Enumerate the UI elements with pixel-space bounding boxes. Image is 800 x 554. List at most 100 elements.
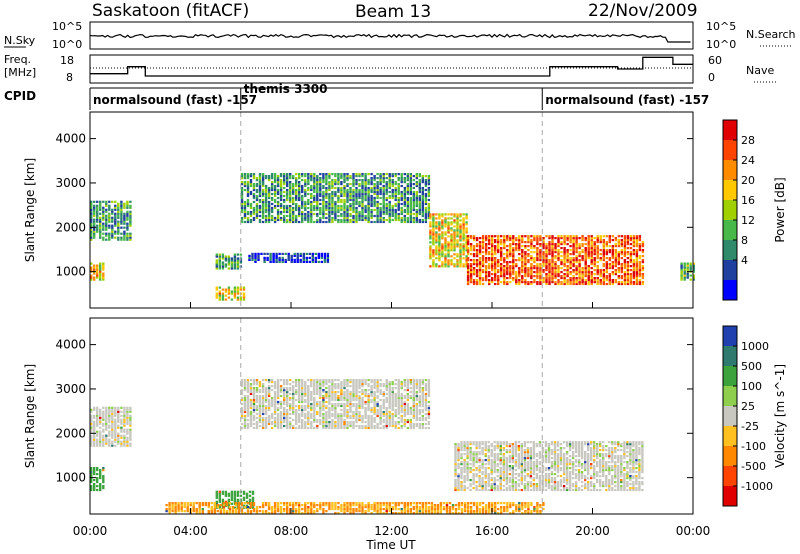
- power-echo-cell: [427, 188, 431, 192]
- power-echo-cell: [551, 255, 554, 258]
- power-echo-cell: [635, 269, 639, 272]
- power-echo-cell: [605, 282, 608, 286]
- power-echo-cell: [246, 173, 250, 176]
- power-echo-cell: [394, 218, 397, 222]
- power-echo-cell: [491, 261, 494, 264]
- power-echo-cell: [218, 290, 221, 293]
- velocity-echo-cell: [99, 442, 102, 445]
- power-echo-cell: [491, 237, 494, 240]
- velocity-echo-cell: [276, 406, 280, 410]
- power-echo-cell: [379, 181, 382, 184]
- power-echo-cell: [93, 272, 96, 275]
- power-echo-cell: [129, 216, 132, 219]
- power-echo-cell: [296, 260, 299, 263]
- power-echo-cell: [397, 196, 400, 200]
- power-echo-cell: [494, 235, 497, 238]
- power-echo-cell: [233, 267, 237, 270]
- power-echo-cell: [421, 218, 424, 222]
- power-echo-cell: [432, 235, 435, 238]
- power-echo-cell: [503, 267, 506, 270]
- power-echo-cell: [397, 202, 400, 206]
- power-echo-cell: [102, 274, 105, 277]
- power-echo-cell: [605, 241, 608, 244]
- power-echo-cell: [563, 265, 566, 268]
- power-echo-cell: [218, 292, 221, 295]
- power-echo-cell: [108, 206, 111, 209]
- power-echo-cell: [310, 192, 313, 196]
- power-echo-cell: [481, 241, 485, 244]
- power-echo-cell: [494, 275, 497, 278]
- velocity-echo-cell: [258, 402, 262, 406]
- power-echo-cell: [304, 173, 307, 176]
- power-echo-cell: [90, 218, 93, 221]
- power-echo-cell: [326, 258, 330, 261]
- velocity-echo-cell: [221, 490, 225, 493]
- velocity-echo-cell: [224, 490, 228, 493]
- velocity-echo-cell: [346, 426, 349, 430]
- power-echo-cell: [581, 243, 584, 246]
- power-echo-cell: [602, 245, 605, 248]
- power-echo-cell: [530, 271, 533, 274]
- velocity-echo-cell: [246, 404, 250, 408]
- power-echo-cell: [475, 237, 479, 240]
- power-echo-cell: [298, 206, 301, 210]
- power-echo-cell: [444, 225, 447, 228]
- power-echo-cell: [506, 263, 509, 266]
- velocity-echo-cell: [418, 394, 421, 398]
- velocity-echo-cell: [252, 381, 256, 384]
- power-echo-cell: [90, 266, 93, 269]
- power-echo-cell: [599, 237, 602, 240]
- power-echo-cell: [536, 255, 539, 258]
- power-echo-cell: [292, 186, 295, 190]
- power-echo-cell: [641, 275, 645, 278]
- power-echo-cell: [611, 255, 614, 258]
- velocity-echo-cell: [343, 381, 346, 384]
- power-echo-cell: [355, 194, 358, 198]
- power-echo-cell: [629, 235, 633, 238]
- power-echo-cell: [400, 177, 403, 180]
- velocity-echo-cell: [276, 416, 280, 420]
- velocity-echo-cell: [406, 389, 409, 392]
- velocity-echo-cell: [90, 485, 93, 488]
- power-echo-cell: [370, 212, 373, 216]
- velocity-echo-cell: [117, 424, 120, 427]
- power-echo-cell: [497, 245, 500, 248]
- power-echo-cell: [358, 202, 361, 206]
- cpid-segment-label: normalsound (fast) -157: [93, 93, 257, 107]
- power-echo-cell: [536, 271, 539, 274]
- power-echo-cell: [527, 259, 530, 262]
- velocity-echo-cell: [316, 424, 319, 428]
- power-echo-cell: [605, 279, 608, 282]
- velocity-echo-cell: [346, 410, 349, 414]
- power-echo-cell: [307, 220, 310, 224]
- velocity-echo-cell: [252, 392, 256, 396]
- power-echo-cell: [261, 177, 265, 180]
- power-echo-cell: [560, 251, 563, 254]
- velocity-echo-cell: [105, 410, 108, 413]
- power-echo-cell: [299, 258, 302, 261]
- velocity-echo-cell: [102, 438, 105, 441]
- velocity-echo-cell: [373, 424, 376, 428]
- power-echo-cell: [316, 194, 319, 198]
- velocity-echo-cell: [289, 406, 292, 410]
- power-echo-cell: [292, 196, 295, 200]
- power-echo-cell: [469, 275, 473, 278]
- power-echo-cell: [93, 230, 96, 233]
- power-echo-cell: [295, 188, 298, 192]
- power-echo-cell: [509, 253, 512, 256]
- power-echo-cell: [683, 266, 686, 269]
- power-echo-cell: [279, 179, 283, 182]
- power-echo-cell: [614, 255, 617, 258]
- power-echo-cell: [527, 267, 530, 270]
- power-echo-cell: [551, 277, 554, 280]
- power-echo-cell: [325, 192, 328, 196]
- velocity-echo-cell: [105, 436, 108, 439]
- power-echo-cell: [409, 198, 412, 202]
- power-echo-cell: [605, 277, 608, 280]
- power-echo-cell: [307, 214, 310, 218]
- power-echo-cell: [435, 237, 438, 240]
- power-echo-cell: [105, 216, 108, 219]
- velocity-echo-cell: [352, 398, 355, 402]
- velocity-echo-cell: [108, 438, 111, 441]
- power-echo-cell: [494, 261, 497, 264]
